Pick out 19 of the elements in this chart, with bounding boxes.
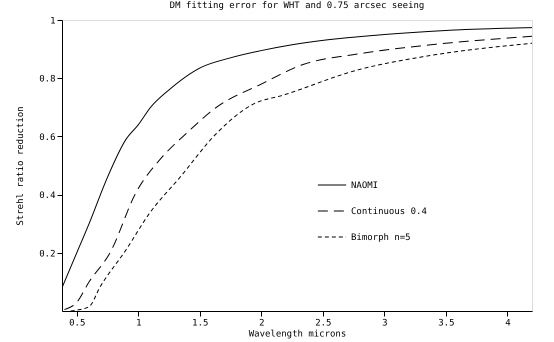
y-tick-label: 0.2 <box>39 249 56 260</box>
y-tick-label: 0.4 <box>39 191 56 202</box>
x-tick-label: 3.5 <box>438 318 455 328</box>
x-tick-label: 2 <box>259 318 265 328</box>
y-tick-label: 0.8 <box>39 74 56 85</box>
x-tick-label: 3 <box>382 318 388 328</box>
legend-label: NAOMI <box>351 181 378 191</box>
legend-label: Bimorph n=5 <box>351 233 411 243</box>
x-axis-title: Wavelength microns <box>248 330 346 340</box>
x-tick-label: 4 <box>505 318 511 328</box>
y-tick-label: 0.6 <box>39 132 56 143</box>
x-tick-label: 1.5 <box>192 318 208 328</box>
x-tick-label: 1 <box>136 318 142 328</box>
x-tick-label: 2.5 <box>315 318 332 328</box>
chart-title: DM fitting error for WHT and 0.75 arcsec seeing <box>170 1 424 11</box>
x-tick-label: 0.5 <box>69 318 86 328</box>
y-axis-title: Strehl ratio reduction <box>16 106 26 226</box>
y-tick-label: 1 <box>50 16 56 26</box>
legend-label: Continuous 0.4 <box>351 207 427 217</box>
